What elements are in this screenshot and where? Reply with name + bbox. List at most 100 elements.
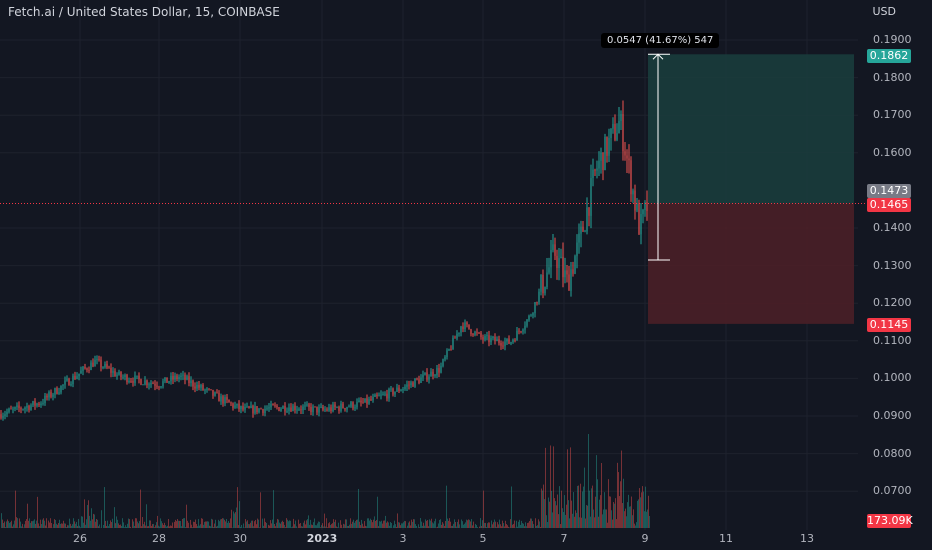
volume-bar xyxy=(69,518,70,528)
volume-bar xyxy=(211,518,212,528)
volume-bar xyxy=(541,488,542,528)
candle-body xyxy=(426,372,428,380)
volume-bar xyxy=(490,527,491,528)
volume-bar xyxy=(628,494,629,528)
volume-bar xyxy=(497,522,498,528)
volume-bar xyxy=(246,521,247,528)
candle-body xyxy=(608,138,610,156)
volume-bar xyxy=(269,525,270,528)
volume-bar xyxy=(514,520,515,528)
volume-bar xyxy=(17,518,18,528)
volume-bar xyxy=(404,520,405,528)
volume-bar xyxy=(475,523,476,528)
volume-bar xyxy=(122,518,123,528)
volume-bar xyxy=(580,483,581,528)
volume-bar xyxy=(422,525,423,528)
candle-body xyxy=(132,381,134,383)
time-tick-label: 5 xyxy=(479,532,487,545)
volume-bar xyxy=(305,524,306,528)
volume-bar xyxy=(380,521,381,528)
candle-body xyxy=(236,403,238,406)
candle-body xyxy=(338,407,340,411)
candle-body xyxy=(524,325,526,330)
candle-body xyxy=(450,349,452,350)
volume-bar xyxy=(20,521,21,528)
volume-bar xyxy=(399,522,400,528)
candle-body xyxy=(156,385,158,387)
volume-bar xyxy=(313,522,314,528)
candle-body xyxy=(164,377,166,382)
volume-bar xyxy=(471,519,472,528)
volume-bar xyxy=(597,479,598,528)
stop-price-tag: 0.1145 xyxy=(867,318,911,332)
volume-bar xyxy=(582,491,583,528)
candle-body xyxy=(8,408,10,412)
volume-bar xyxy=(432,522,433,528)
candle-body xyxy=(56,388,58,394)
volume-bar xyxy=(224,519,225,528)
volume-bar xyxy=(335,519,336,528)
candle-body xyxy=(268,407,270,409)
volume-bar xyxy=(296,526,297,528)
volume-bar xyxy=(170,525,171,528)
price-tick-label: 0.1700 xyxy=(873,108,912,122)
volume-bar xyxy=(529,521,530,528)
volume-bar xyxy=(348,525,349,528)
candle-body xyxy=(616,133,618,140)
volume-bar xyxy=(194,522,195,528)
volume-bar xyxy=(48,520,49,528)
volume-bar xyxy=(36,520,37,528)
candle-body xyxy=(600,152,602,161)
candle-body xyxy=(318,407,320,413)
volume-bar xyxy=(516,520,517,528)
volume-bar xyxy=(11,520,12,528)
candle-body xyxy=(438,368,440,373)
symbol-title[interactable]: Fetch.ai / United States Dollar, 15, COI… xyxy=(8,5,280,19)
volume-bar xyxy=(222,518,223,528)
volume-bar xyxy=(375,520,376,528)
candle-body xyxy=(42,402,44,404)
volume-bar xyxy=(648,495,649,528)
volume-bar xyxy=(137,521,138,528)
volume-bar xyxy=(349,524,350,528)
volume-bar xyxy=(390,522,391,528)
volume-bar xyxy=(83,522,84,528)
candle-body xyxy=(642,209,644,215)
candle-body xyxy=(372,396,374,401)
candle-body xyxy=(474,331,476,336)
volume-bar xyxy=(248,523,249,528)
volume-bar xyxy=(125,525,126,528)
volume-bar xyxy=(276,522,277,528)
candle-body xyxy=(110,367,112,373)
volume-bar xyxy=(435,518,436,528)
volume-bar xyxy=(111,522,112,528)
candle-body xyxy=(222,396,224,404)
volume-bar xyxy=(174,521,175,528)
volume-bar xyxy=(318,521,319,528)
candle-body xyxy=(466,322,468,325)
candle-body xyxy=(354,407,356,409)
volume-bar xyxy=(121,526,122,528)
volume-bar xyxy=(212,519,213,528)
volume-bar xyxy=(450,521,451,528)
volume-bar xyxy=(142,517,143,528)
candle-body xyxy=(190,380,192,384)
volume-bar xyxy=(408,522,409,528)
volume-bar xyxy=(207,521,208,528)
volume-bar xyxy=(540,526,541,528)
volume-bar xyxy=(310,519,311,528)
candle-body xyxy=(248,406,250,409)
candle-body xyxy=(510,342,512,344)
volume-bar xyxy=(277,518,278,528)
candle-body xyxy=(90,362,92,371)
candle-body xyxy=(476,331,478,333)
volume-bar xyxy=(346,519,347,528)
candle-body xyxy=(574,256,576,274)
candle-body xyxy=(286,410,288,412)
volume-bar xyxy=(469,519,470,528)
volume-bar xyxy=(638,499,639,528)
candle-body xyxy=(514,339,516,341)
volume-bar xyxy=(151,525,152,528)
